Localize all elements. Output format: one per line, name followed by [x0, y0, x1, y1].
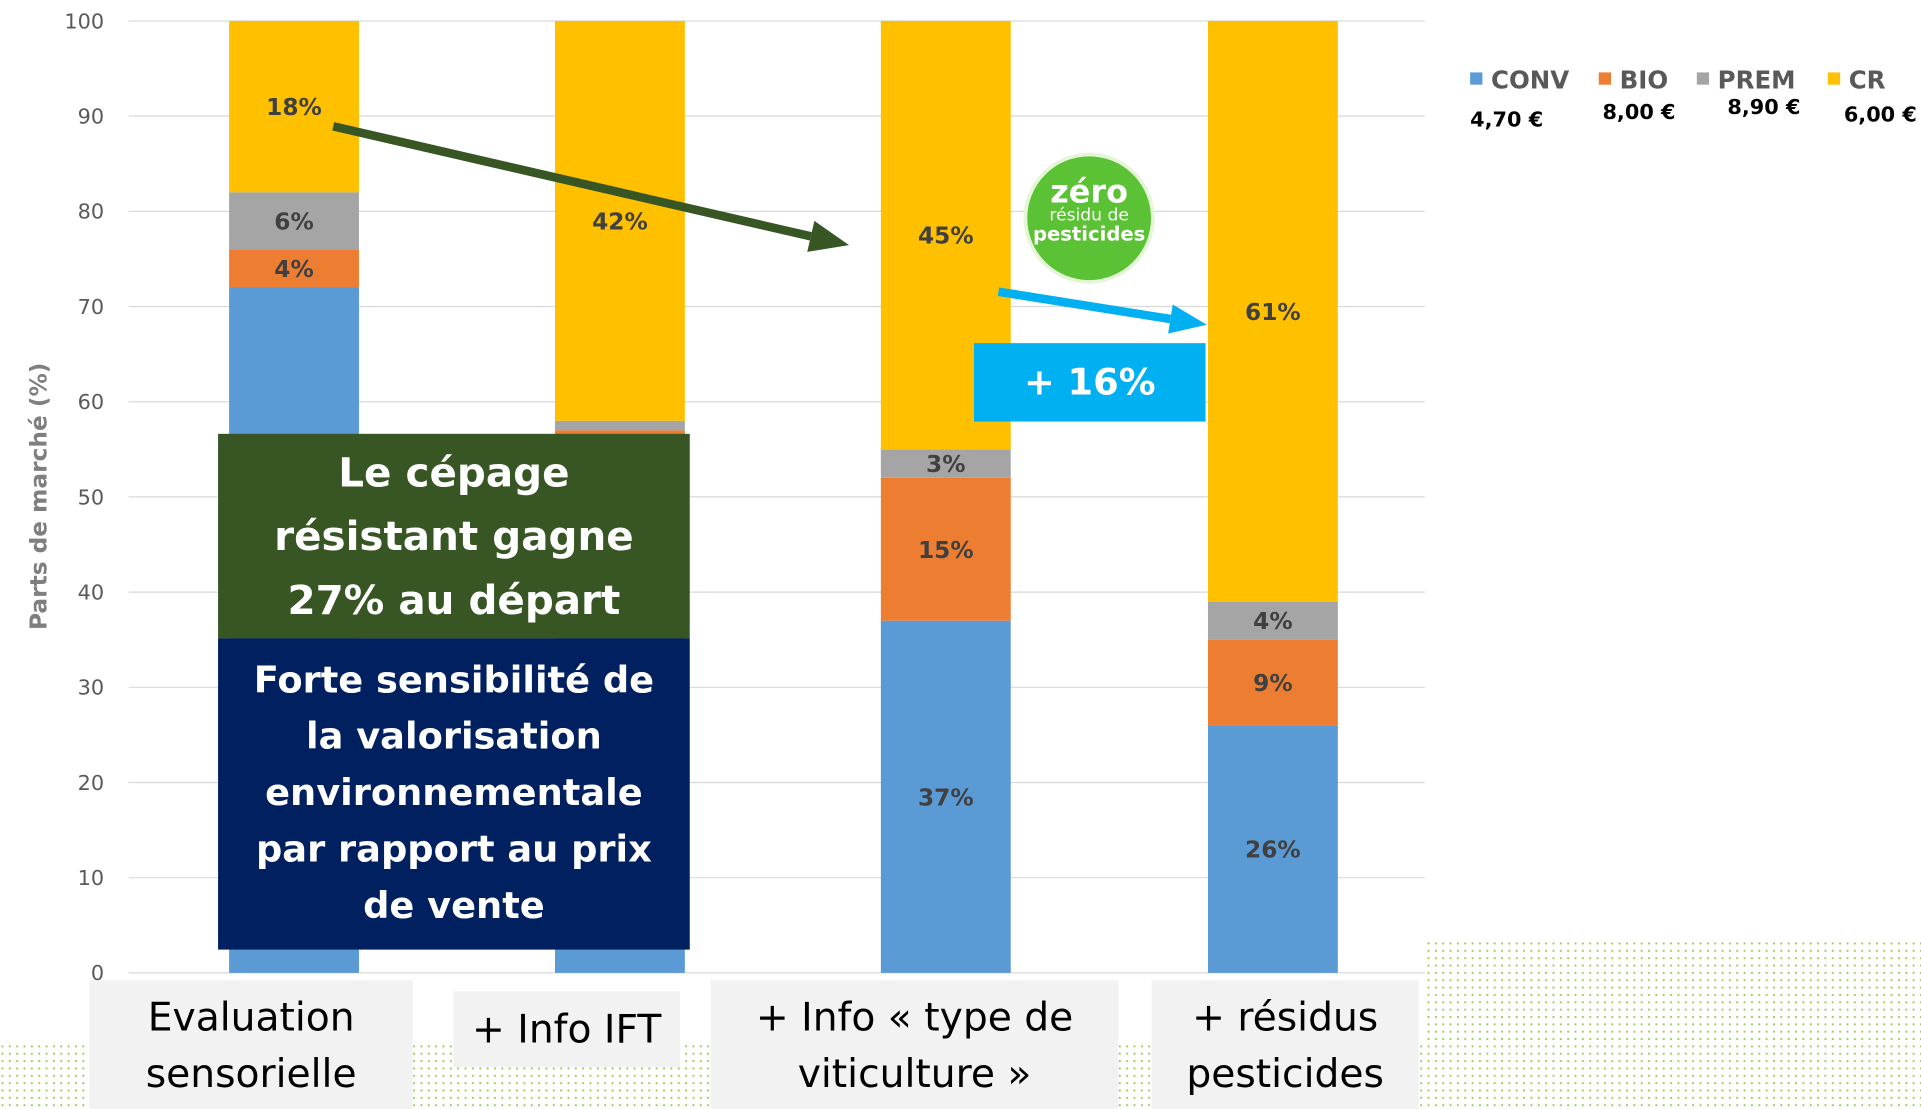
data-label: 42% [592, 208, 648, 235]
data-label: 9% [1253, 670, 1293, 697]
category-box [710, 980, 1119, 1109]
bar-segment [554, 420, 685, 431]
y-tick-label: 60 [78, 390, 104, 414]
data-label: 61% [1245, 299, 1301, 326]
logo-text: résidu de [1049, 206, 1129, 226]
arrow-head [1168, 304, 1207, 334]
legend-swatch [1470, 72, 1483, 85]
x-tick-label: + résidus pesticides [1186, 993, 1384, 1097]
x-tick-label-text: + Info IFT [471, 1005, 662, 1053]
arrow [332, 122, 812, 241]
y-tick-label: 80 [78, 200, 104, 224]
green-box-label-text: Le cépage résistant gagne 27% au départ [274, 447, 634, 624]
y-tick-label: 70 [78, 295, 104, 319]
data-label: 37% [918, 784, 974, 811]
bar-segment [1207, 601, 1338, 640]
gain-box [973, 343, 1206, 422]
dot-pattern [1424, 939, 1921, 1109]
legend-price: 8,90 € [1727, 95, 1800, 119]
legend-label: BIO [1620, 65, 1669, 94]
data-label: 18% [266, 94, 322, 121]
legend-price: 6,00 € [1844, 102, 1917, 126]
x-tick-label-text: Evaluation sensorielle [145, 993, 357, 1097]
legend-swatch [1598, 72, 1612, 85]
y-tick-label: 90 [78, 105, 104, 129]
legend-label: CR [1849, 65, 1886, 94]
y-tick-label: 40 [78, 580, 104, 604]
y-tick-label: 10 [78, 866, 104, 890]
bar-segment [1207, 639, 1338, 726]
x-tick-label-text: + Info « type de viticulture » [755, 993, 1074, 1097]
legend-swatch [1827, 72, 1841, 85]
y-tick-label: 0 [91, 961, 104, 985]
arrow-head [807, 220, 850, 252]
bar-segment [880, 477, 1011, 621]
legend-price: 8,00 € [1602, 100, 1675, 124]
x-tick-label: + Info « type de viticulture » [755, 993, 1074, 1097]
bar-segment [229, 20, 359, 193]
legend-label: PREM [1718, 65, 1796, 94]
data-label: 4% [1253, 608, 1293, 635]
data-label: 26% [1245, 837, 1301, 864]
x-tick-label: + Info IFT [471, 1005, 662, 1053]
x-tick-label-text: + résidus pesticides [1186, 993, 1384, 1097]
x-tick-label: Evaluation sensorielle [145, 993, 357, 1097]
logo-text: pesticides [1033, 222, 1145, 245]
logo-text: zéro [1050, 172, 1128, 210]
y-axis-label: Parts de marché (%) [26, 363, 53, 630]
gain-label-text: + 16% [1023, 360, 1156, 404]
category-box [1151, 980, 1419, 1109]
navy-box [218, 638, 690, 950]
data-label: 45% [918, 223, 974, 250]
data-label: 15% [918, 537, 974, 564]
data-label: 4% [274, 256, 314, 283]
bar-segment [880, 449, 1011, 478]
bar-segment [229, 249, 359, 288]
legend-swatch [1696, 72, 1710, 85]
y-tick-label: 30 [78, 676, 104, 700]
bar-segment [1207, 725, 1338, 973]
y-tick-label: 50 [78, 485, 104, 509]
bar-segment [229, 192, 359, 250]
navy-box-label: Forte sensibilité de la valorisation env… [253, 659, 655, 928]
category-box [453, 991, 680, 1068]
bar-segment [880, 620, 1011, 973]
green-box-label: Le cépage résistant gagne 27% au départ [274, 447, 634, 624]
gain-label: + 16% [1023, 360, 1156, 404]
category-box [89, 980, 413, 1109]
legend-label: CONV [1491, 65, 1569, 94]
data-label: 3% [926, 451, 965, 478]
green-box [218, 433, 690, 639]
arrow [997, 287, 1172, 324]
bar-segment [1207, 20, 1338, 602]
y-tick-label: 20 [78, 771, 104, 795]
y-tick-label: 100 [64, 9, 104, 33]
logo [1023, 152, 1155, 284]
data-label: 6% [274, 208, 314, 235]
navy-box-label-text: Forte sensibilité de la valorisation env… [253, 659, 655, 928]
bar-segment [554, 20, 685, 421]
legend-price: 4,70 € [1470, 107, 1543, 131]
